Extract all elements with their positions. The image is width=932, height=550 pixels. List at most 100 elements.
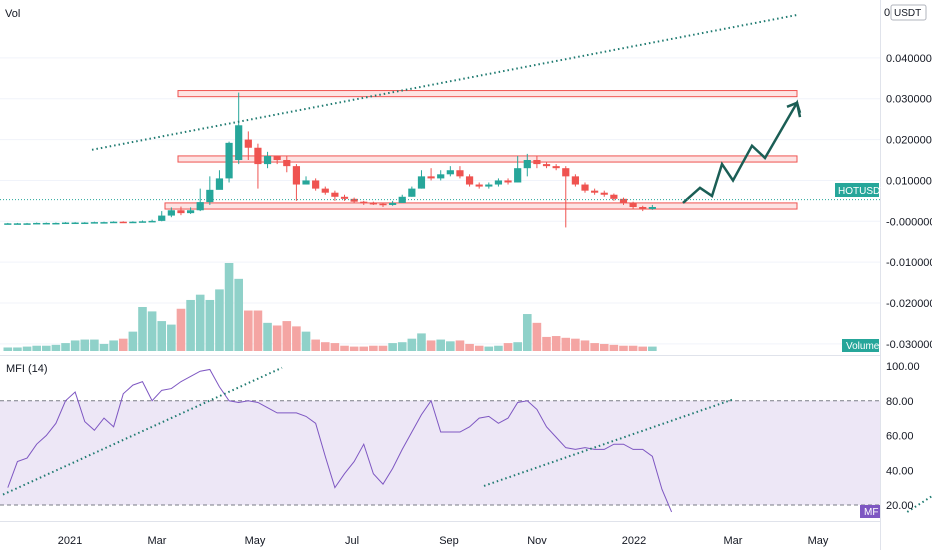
candle-body <box>71 222 79 225</box>
volume-bar <box>542 336 551 351</box>
volume-bar <box>590 343 599 351</box>
mfi-trendline <box>483 398 735 487</box>
volume-bar <box>272 325 282 351</box>
candle-body <box>302 180 310 185</box>
mfi-tag: MF <box>864 507 878 518</box>
candle-body <box>33 222 41 225</box>
price-zone <box>177 90 798 98</box>
candle-body <box>504 180 512 183</box>
volume-bar <box>503 343 513 351</box>
candle-body <box>591 190 599 193</box>
volume-bar <box>532 322 542 351</box>
volume-bar <box>3 347 13 351</box>
time-tick-label: Nov <box>527 535 547 547</box>
currency-label[interactable]: USDT <box>894 8 921 19</box>
candle-body <box>571 176 579 185</box>
mfi-tick-label: 60.00 <box>886 431 914 443</box>
candle-body <box>119 221 127 224</box>
time-tick-label: Mar <box>148 535 167 547</box>
price-tick-label: 0.040000 <box>886 53 932 65</box>
candle-body <box>110 221 118 224</box>
candle-body <box>446 170 454 175</box>
volume-bar <box>13 347 22 351</box>
candle-body <box>215 178 224 190</box>
mfi-tick-label: 100.00 <box>886 361 920 373</box>
candle-body <box>244 139 252 148</box>
volume-bar <box>407 338 417 351</box>
projection-path <box>682 99 802 204</box>
candle-body <box>254 147 262 165</box>
volume-bar <box>205 299 215 351</box>
volume-bar <box>176 308 186 351</box>
candle-body <box>13 223 22 225</box>
candle-body <box>427 176 435 179</box>
volume-bar <box>311 339 320 351</box>
price-axis-ticks: 0.040000 0.030000 0.020000 0.010000 -0.00000… <box>886 53 932 351</box>
candle-body <box>312 180 320 189</box>
volume-bar <box>340 345 349 351</box>
volume-bar <box>648 346 657 351</box>
candle-body <box>494 180 503 185</box>
settings-glyph[interactable]: 0. <box>884 7 893 19</box>
volume-bar <box>599 343 609 351</box>
candle-body <box>235 125 243 161</box>
volume-bar <box>61 343 70 351</box>
volume-bar <box>580 340 590 351</box>
candle-body <box>90 222 98 224</box>
candle-body <box>629 202 637 207</box>
candle-body <box>23 223 31 225</box>
volume-bar <box>90 339 99 351</box>
volume-bar <box>244 310 253 351</box>
volume-bar <box>436 339 446 351</box>
candle-body <box>225 142 233 179</box>
symbol-tag: HOTUSDT <box>838 186 886 197</box>
volume-bar <box>215 289 224 351</box>
candle-body <box>533 160 541 165</box>
candle-body <box>600 192 608 195</box>
volume-bar <box>138 307 147 351</box>
mfi-trendlines <box>2 366 932 513</box>
volume-bar <box>474 345 484 351</box>
volume-bar <box>99 343 109 351</box>
volume-tag-bg <box>842 339 879 352</box>
mfi-title: MFI (14) <box>6 363 48 375</box>
price-tick-label: 0.030000 <box>886 94 932 106</box>
volume-bar <box>22 346 32 351</box>
mfi-tick-label: 40.00 <box>886 465 914 477</box>
volume-bar <box>609 344 619 351</box>
candle-body <box>542 164 551 167</box>
currency-button[interactable] <box>890 4 927 21</box>
candle-body <box>350 198 358 202</box>
candle-body <box>648 206 656 210</box>
candle-body <box>186 210 195 214</box>
candle-body <box>196 202 204 211</box>
candle-body <box>283 160 291 167</box>
volume-bar <box>147 311 157 351</box>
candle-body <box>465 176 474 185</box>
volume-bar <box>292 326 301 351</box>
volume-bar <box>417 333 426 351</box>
volume-bar <box>282 321 292 351</box>
volume-bar <box>301 331 311 351</box>
volume-bar <box>455 340 465 351</box>
candle-body <box>389 202 397 205</box>
candle-body <box>581 184 589 191</box>
volume-bar <box>571 338 580 351</box>
volume-bar <box>80 339 90 351</box>
volume-bar <box>186 299 195 351</box>
volume-bar <box>263 322 272 351</box>
price-zone <box>164 202 798 210</box>
volume-bar <box>195 294 205 351</box>
candle-body <box>610 194 618 199</box>
candle-body <box>514 168 522 183</box>
mfi-trendline <box>2 366 283 496</box>
candle-body <box>100 222 108 224</box>
volume-bar <box>167 324 176 351</box>
volume-bar <box>388 343 397 351</box>
volume-bar <box>118 338 128 351</box>
candle-body <box>292 166 301 185</box>
candle-body <box>52 222 60 225</box>
price-tick-label: 0.010000 <box>886 175 932 187</box>
volume-bar <box>32 345 41 351</box>
